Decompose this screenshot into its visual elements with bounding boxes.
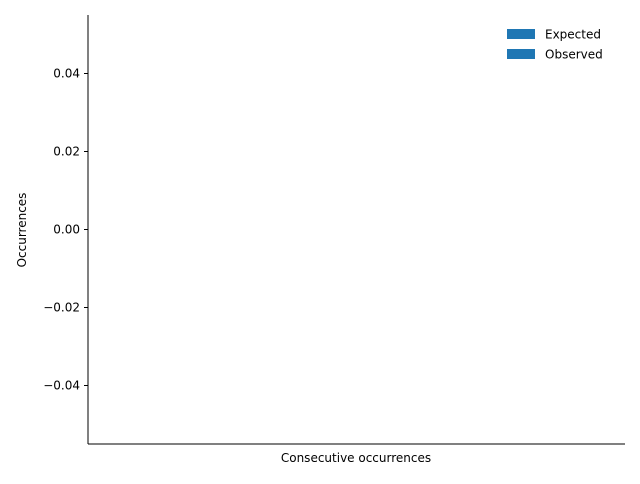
y-tick-label: −0.04: [43, 379, 80, 393]
legend-swatch-observed: [507, 49, 535, 59]
legend: Expected Observed: [507, 28, 603, 62]
legend-label-observed: Observed: [545, 48, 603, 62]
y-tick-label: 0.02: [53, 145, 80, 159]
y-tick-label: 0.00: [53, 223, 80, 237]
legend-swatch-expected: [507, 29, 535, 39]
y-tick-label: −0.02: [43, 301, 80, 315]
y-tick-label: 0.04: [53, 67, 80, 81]
legend-label-expected: Expected: [545, 28, 601, 42]
x-axis-label: Consecutive occurrences: [281, 451, 431, 465]
y-axis-ticks: −0.04 −0.02 0.00 0.02 0.04: [43, 67, 88, 393]
y-axis-label: Occurrences: [15, 193, 29, 268]
